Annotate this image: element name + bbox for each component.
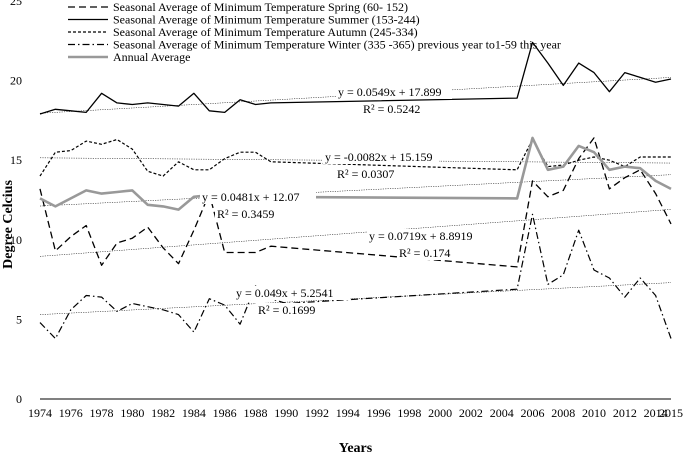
- trendline-label-bg: [361, 102, 435, 116]
- trendline-annual-average: [39, 174, 672, 207]
- trendline-r2: R² = 0.1699: [258, 303, 315, 317]
- trendline-r2: R² = 0.5242: [363, 102, 420, 116]
- trendline-r2: R² = 0.3459: [217, 207, 274, 221]
- legend-label: Seasonal Average of Minimum Temperature …: [113, 38, 561, 52]
- y-tick-label: 0: [16, 392, 22, 406]
- x-tick-label: 2004: [490, 406, 514, 420]
- legend-label: Seasonal Average of Minimum Temperature …: [113, 25, 418, 39]
- legend-label: Seasonal Average of Minimum Temperature …: [113, 0, 408, 14]
- x-tick-label: 1982: [151, 406, 175, 420]
- trendlines: [39, 77, 672, 315]
- series-line-3: [39, 213, 672, 340]
- x-tick-label: 1994: [336, 406, 360, 420]
- legend: Seasonal Average of Minimum Temperature …: [68, 0, 561, 64]
- trendline-label-bg: [215, 207, 289, 221]
- x-tick-label: 2002: [459, 406, 483, 420]
- series-line-0: [39, 137, 672, 268]
- trendline-label-bg: [335, 167, 409, 181]
- series-line-2: [39, 138, 671, 177]
- trendline-equation: y = 0.0549x + 17.899: [338, 85, 442, 99]
- trendline-winter: [39, 282, 672, 315]
- trendline-label-bg: [367, 229, 483, 243]
- x-tick-label: 2006: [520, 406, 544, 420]
- x-tick-label: 1974: [28, 406, 52, 420]
- x-tick-label: 1978: [90, 406, 114, 420]
- y-tick-label: 25: [10, 0, 22, 8]
- trendline-equation: y = 0.0481x + 12.07: [202, 190, 300, 204]
- x-tick-label: 1992: [305, 406, 329, 420]
- x-tick-label: 2012: [613, 406, 637, 420]
- trendline-label-bg: [323, 150, 439, 164]
- x-tick-label: 1990: [274, 406, 298, 420]
- trendline-label-bg: [234, 286, 350, 300]
- x-tick-label: 1996: [367, 406, 391, 420]
- y-tick-label: 5: [16, 312, 22, 326]
- y-tick-label: 20: [10, 74, 22, 88]
- trendline-r2: R² = 0.174: [399, 246, 450, 260]
- trendline-spring: [39, 209, 672, 257]
- x-tick-label: 1998: [397, 406, 421, 420]
- trendline-label-bg: [336, 85, 452, 99]
- legend-label: Annual Average: [113, 50, 190, 64]
- trendline-r2: R² = 0.0307: [337, 167, 394, 181]
- y-axis-title: Degree Celcius: [1, 180, 16, 269]
- x-tick-label: 2015: [659, 406, 683, 420]
- axes: 0 5 10 15 20 25 1974 1976 1978 1980 1982 1984 1986 19…: [10, 0, 683, 420]
- trendline-equation: y = -0.0082x + 15.159: [325, 150, 433, 164]
- trendline-labels: y = 0.0549x + 17.899 R² = 0.5242 y = -0.00…: [200, 85, 483, 317]
- trendline-equation: y = 0.049x + 5.2541: [236, 286, 334, 300]
- y-tick-label: 15: [10, 153, 22, 167]
- x-tick-label: 1988: [243, 406, 267, 420]
- trendline-label-bg: [200, 190, 316, 204]
- x-tick-label: 1984: [182, 406, 206, 420]
- trendline-equation: y = 0.0719x + 8.8919: [369, 229, 473, 243]
- x-tick-label: 2014: [644, 406, 668, 420]
- trendline-label-bg: [256, 303, 330, 317]
- x-tick-label: 1980: [120, 406, 144, 420]
- x-tick-label: 2010: [582, 406, 606, 420]
- x-tick-label: 2008: [551, 406, 575, 420]
- x-tick-label: 1976: [59, 406, 83, 420]
- x-tick-label: 1986: [213, 406, 237, 420]
- x-axis-title: Years: [339, 441, 373, 456]
- legend-label: Seasonal Average of Minimum Temperature …: [113, 13, 420, 27]
- trendline-label-bg: [397, 246, 471, 260]
- series-line-1: [39, 41, 672, 115]
- x-tick-label: 2000: [428, 406, 452, 420]
- y-tick-label: 10: [10, 233, 22, 247]
- trendline-summer: [39, 77, 672, 114]
